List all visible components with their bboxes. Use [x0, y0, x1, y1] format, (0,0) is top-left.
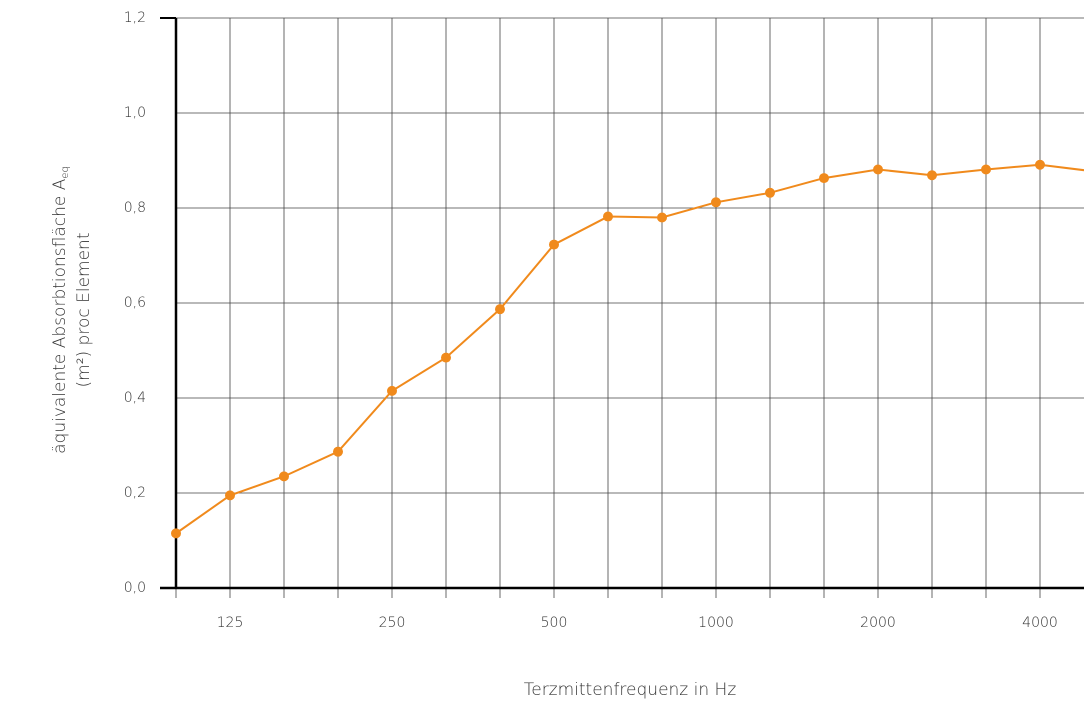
data-point: [927, 170, 937, 181]
data-point: [603, 211, 613, 222]
data-point: [333, 446, 343, 457]
x-tick-label: 125: [217, 615, 244, 631]
y-tick-label: 0,8: [124, 200, 146, 216]
y-axis-label-line1: äquivalente Absorbtionsfläche Aeq: [50, 166, 71, 454]
data-point: [657, 212, 667, 223]
y-label-main: äquivalente Absorbtionsfläche A: [50, 178, 70, 454]
data-point: [495, 304, 505, 315]
y-tick-label: 0,0: [124, 580, 146, 596]
y-tick-label: 1,0: [124, 105, 146, 121]
data-point: [171, 528, 181, 539]
y-tick-label: 1,2: [124, 10, 146, 26]
x-tick-label: 500: [541, 615, 568, 631]
y-tick-label: 0,2: [124, 485, 146, 501]
data-point: [441, 352, 451, 363]
y-axis-label: äquivalente Absorbtionsfläche Aeq (m²) p…: [50, 166, 94, 454]
data-point: [279, 471, 289, 482]
y-label-subscript: eq: [60, 166, 71, 179]
x-axis-label: Terzmittenfrequenz in Hz: [524, 680, 737, 700]
data-point: [873, 164, 883, 175]
data-point: [387, 385, 397, 396]
data-point: [711, 197, 721, 208]
data-point: [549, 239, 559, 250]
x-tick-label: 250: [379, 615, 406, 631]
series-line: [175, 163, 1084, 535]
y-tick-label: 0,4: [124, 390, 146, 406]
x-tick-label: 4000: [1022, 615, 1058, 631]
data-point: [765, 187, 775, 198]
data-point: [981, 164, 991, 175]
data-point: [225, 490, 235, 501]
y-tick-label: 0,6: [124, 295, 146, 311]
data-point: [1035, 159, 1045, 170]
data-point: [819, 173, 829, 184]
y-axis-label-line2: (m²) proc Element: [74, 233, 94, 388]
x-tick-label: 2000: [860, 615, 896, 631]
x-tick-label: 1000: [698, 615, 734, 631]
